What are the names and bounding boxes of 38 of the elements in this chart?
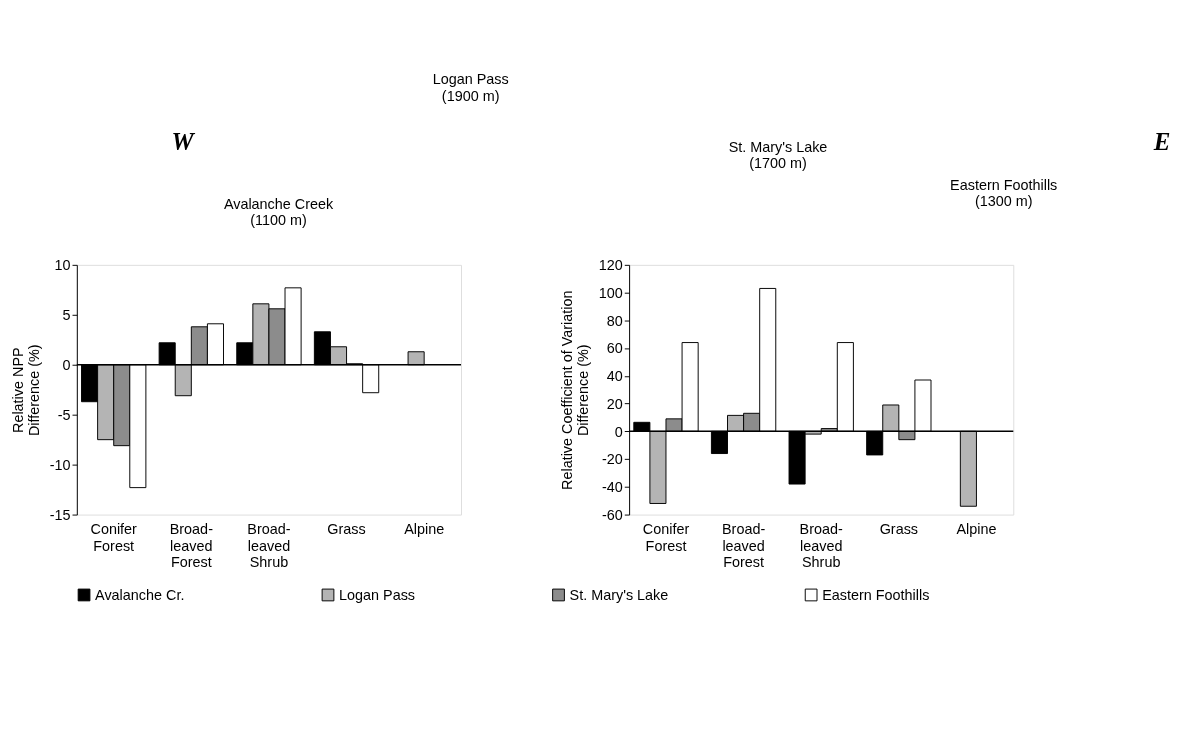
legend-label: Avalanche Cr. [95, 586, 185, 603]
x-tick-label: Conifer Forest [642, 521, 690, 554]
y-tick-label: -20 [602, 451, 623, 468]
legend-label: St. Mary's Lake [569, 586, 669, 603]
y-axis-title: Relative Coefficient of Variation Difference (%) [558, 290, 592, 490]
text: E [1152, 127, 1171, 155]
y-tick-label: -10 [49, 456, 71, 473]
legend-label: Eastern Foothills [822, 586, 930, 603]
y-tick-label: 0 [62, 357, 71, 374]
text: Avalanche Creek (1100 m) [223, 196, 335, 229]
y-tick-label: 0 [614, 423, 623, 440]
y-tick-label: 10 [54, 257, 71, 274]
y-tick-label: 80 [606, 312, 623, 329]
y-tick-label: 40 [606, 368, 623, 385]
y-tick-label: 20 [606, 395, 623, 412]
text: W [171, 127, 196, 155]
y-tick-label: 100 [598, 284, 623, 301]
y-tick-label: -15 [49, 506, 71, 523]
y-tick-label: -60 [602, 506, 623, 523]
x-tick-label: Broad- leaved Shrub [247, 521, 291, 570]
legend-label: Logan Pass [339, 586, 416, 603]
text: Logan Pass (1900 m) [432, 71, 509, 104]
y-tick-label: -40 [602, 479, 623, 496]
text: Eastern Foothills (1300 m) [950, 176, 1058, 210]
x-tick-label: Broad- leaved Forest [722, 521, 766, 570]
x-tick-label: Alpine [404, 521, 445, 538]
y-axis-title: Relative NPP Difference (%) [9, 344, 43, 437]
x-tick-label: Broad- leaved Shrub [799, 521, 844, 570]
x-tick-label: Alpine [956, 521, 997, 538]
y-tick-label: 120 [598, 257, 623, 274]
x-tick-label: Grass [327, 521, 366, 538]
y-tick-label: 60 [606, 340, 623, 357]
text: St. Mary's Lake (1700 m) [728, 138, 828, 171]
y-tick-label: -5 [57, 406, 71, 423]
x-tick-label: Broad- leaved Forest [169, 521, 214, 570]
x-tick-label: Conifer Forest [90, 521, 138, 554]
x-tick-label: Grass [879, 521, 919, 538]
y-tick-label: 5 [62, 307, 71, 324]
